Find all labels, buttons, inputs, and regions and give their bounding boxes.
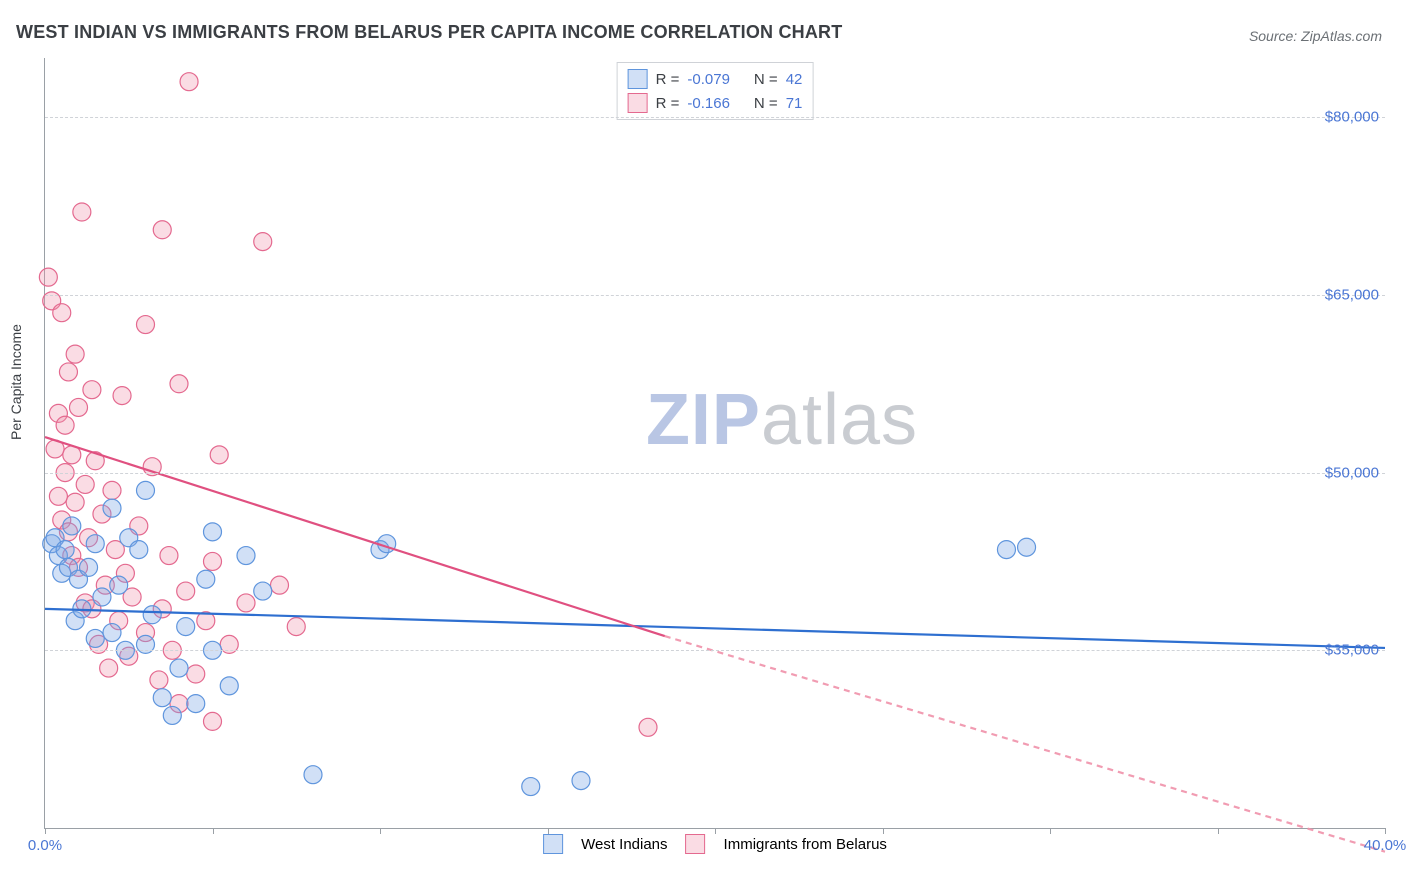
x-axis-left-label: 0.0% [28, 837, 62, 854]
y-tick-label: $65,000 [1325, 286, 1379, 303]
n-label: N = [754, 95, 778, 112]
swatch-blue [628, 69, 648, 89]
r-value-pink: -0.166 [687, 95, 730, 112]
gridline [45, 473, 1385, 474]
x-tick [715, 828, 716, 834]
r-value-blue: -0.079 [687, 71, 730, 88]
x-tick [213, 828, 214, 834]
x-tick [1385, 828, 1386, 834]
x-tick [1050, 828, 1051, 834]
x-tick [1218, 828, 1219, 834]
x-axis-right-label: 40.0% [1364, 837, 1406, 854]
swatch-pink [628, 93, 648, 113]
n-value-pink: 71 [786, 95, 803, 112]
x-tick [883, 828, 884, 834]
source-attribution: Source: ZipAtlas.com [1249, 28, 1382, 44]
chart-title: WEST INDIAN VS IMMIGRANTS FROM BELARUS P… [16, 22, 842, 43]
chart-svg [45, 58, 1385, 828]
r-label: R = [656, 95, 680, 112]
gridline [45, 650, 1385, 651]
y-tick-label: $50,000 [1325, 464, 1379, 481]
r-label: R = [656, 71, 680, 88]
x-tick [380, 828, 381, 834]
y-tick-label: $80,000 [1325, 109, 1379, 126]
n-value-blue: 42 [786, 71, 803, 88]
legend: West Indians Immigrants from Belarus [543, 834, 887, 854]
legend-swatch-pink [686, 834, 706, 854]
stats-row-pink: R = -0.166 N = 71 [628, 91, 803, 115]
plot-area: ZIPatlas 0.0% 40.0% R = -0.079 N = 42 R … [44, 58, 1385, 829]
y-tick-label: $35,000 [1325, 642, 1379, 659]
n-label: N = [754, 71, 778, 88]
correlation-stats-box: R = -0.079 N = 42 R = -0.166 N = 71 [617, 62, 814, 120]
y-axis-label: Per Capita Income [8, 324, 24, 440]
legend-label-pink: Immigrants from Belarus [724, 836, 887, 853]
gridline [45, 117, 1385, 118]
x-tick [548, 828, 549, 834]
stats-row-blue: R = -0.079 N = 42 [628, 67, 803, 91]
legend-label-blue: West Indians [581, 836, 667, 853]
x-tick [45, 828, 46, 834]
legend-swatch-blue [543, 834, 563, 854]
gridline [45, 295, 1385, 296]
